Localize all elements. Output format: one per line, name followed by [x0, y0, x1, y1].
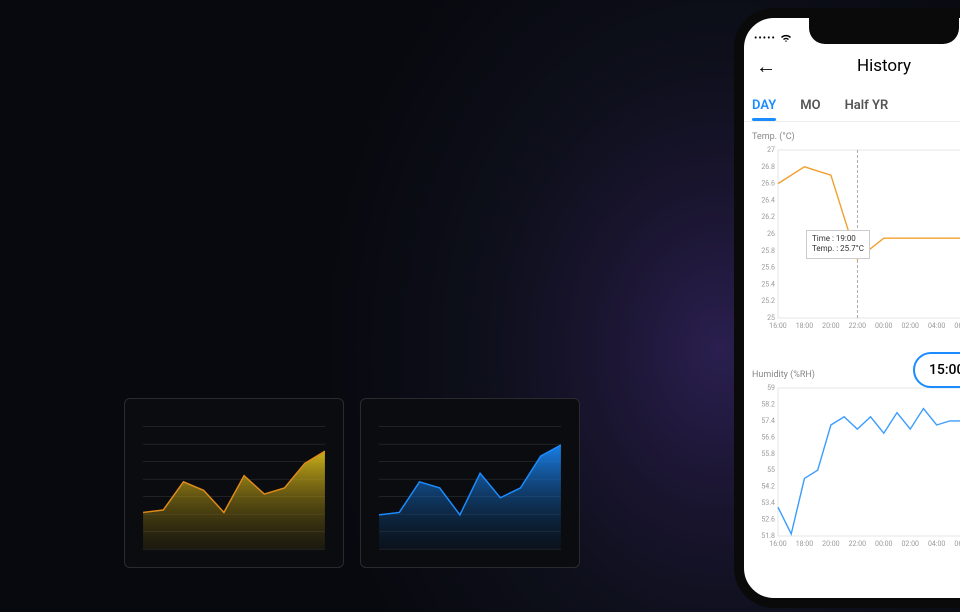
svg-text:25.8: 25.8 [761, 247, 775, 255]
svg-text:59: 59 [767, 384, 775, 392]
svg-text:25.6: 25.6 [761, 264, 775, 272]
svg-text:25: 25 [767, 314, 775, 322]
svg-text:25.2: 25.2 [761, 297, 775, 305]
tab-mo[interactable]: MO [800, 98, 820, 121]
svg-text:22:00: 22:00 [849, 322, 866, 330]
page-title: History [857, 56, 911, 76]
mini-chart-area-right [379, 445, 561, 549]
svg-text:27: 27 [767, 146, 775, 154]
time-selector[interactable]: 15:00 16:00 [913, 352, 960, 388]
temp-tooltip: Time : 19:00 Temp. : 25.7°C [806, 230, 870, 259]
humidity-chart: 51.8 52.6 53.4 54.2 55 55.8 56.6 57.4 58.2 59 16:0… [752, 384, 960, 554]
svg-text:20:00: 20:00 [822, 540, 839, 548]
svg-text:02:00: 02:00 [902, 322, 919, 330]
wifi-icon [780, 34, 792, 43]
svg-text:53.4: 53.4 [761, 499, 775, 507]
temp-chart-label: Temp. (°C) [752, 132, 960, 142]
temp-chart-section: Temp. (°C) 25 25.2 25.4 25.6 25.8 26 26.2 26.4 2… [744, 122, 960, 340]
svg-text:22:00: 22:00 [849, 540, 866, 548]
svg-text:02:00: 02:00 [902, 540, 919, 548]
tab-halfyr[interactable]: Half YR [845, 98, 889, 121]
svg-text:55.8: 55.8 [761, 450, 775, 458]
svg-text:26.6: 26.6 [761, 180, 775, 188]
svg-text:06:00: 06:00 [954, 540, 960, 548]
mini-chart-area-left [143, 451, 325, 549]
svg-text:04:00: 04:00 [928, 322, 945, 330]
svg-text:18:00: 18:00 [796, 540, 813, 548]
svg-text:00:00: 00:00 [875, 322, 892, 330]
svg-text:04:00: 04:00 [928, 540, 945, 548]
svg-text:26.8: 26.8 [761, 163, 775, 171]
mini-chart-temp [124, 398, 344, 568]
svg-text:26: 26 [767, 230, 775, 238]
svg-text:52.6: 52.6 [761, 516, 775, 524]
svg-text:18:00: 18:00 [796, 322, 813, 330]
svg-text:55: 55 [767, 466, 775, 474]
tooltip-temp: Temp. : 25.7°C [812, 244, 864, 254]
phone-notch [809, 18, 959, 44]
tabs: DAY MO Half YR [744, 86, 960, 122]
tooltip-time: Time : 19:00 [812, 234, 864, 244]
signal-icon: ••••• [754, 33, 776, 44]
svg-text:58.2: 58.2 [761, 400, 775, 408]
svg-text:56.6: 56.6 [761, 433, 775, 441]
svg-text:25.4: 25.4 [761, 280, 775, 288]
svg-text:00:00: 00:00 [875, 540, 892, 548]
svg-text:54.2: 54.2 [761, 483, 775, 491]
humidity-chart-section: Humidity (%RH) 51.852.653.454.25555.856.… [744, 360, 960, 558]
svg-text:06:00: 06:00 [954, 322, 960, 330]
mini-chart-humidity [360, 398, 580, 568]
navbar: ← History [744, 46, 960, 86]
time-option-0[interactable]: 15:00 [929, 362, 960, 378]
svg-text:26.4: 26.4 [761, 196, 775, 204]
phone-mockup: ••••• ⧗ 100% ← History DAY MO Half YR Te… [734, 8, 960, 608]
tab-day[interactable]: DAY [752, 98, 776, 121]
svg-text:16:00: 16:00 [769, 540, 786, 548]
svg-text:51.8: 51.8 [761, 532, 775, 540]
svg-text:16:00: 16:00 [769, 322, 786, 330]
back-icon[interactable]: ← [756, 54, 776, 79]
svg-text:26.2: 26.2 [761, 213, 775, 221]
svg-text:57.4: 57.4 [761, 417, 775, 425]
svg-text:20:00: 20:00 [822, 322, 839, 330]
